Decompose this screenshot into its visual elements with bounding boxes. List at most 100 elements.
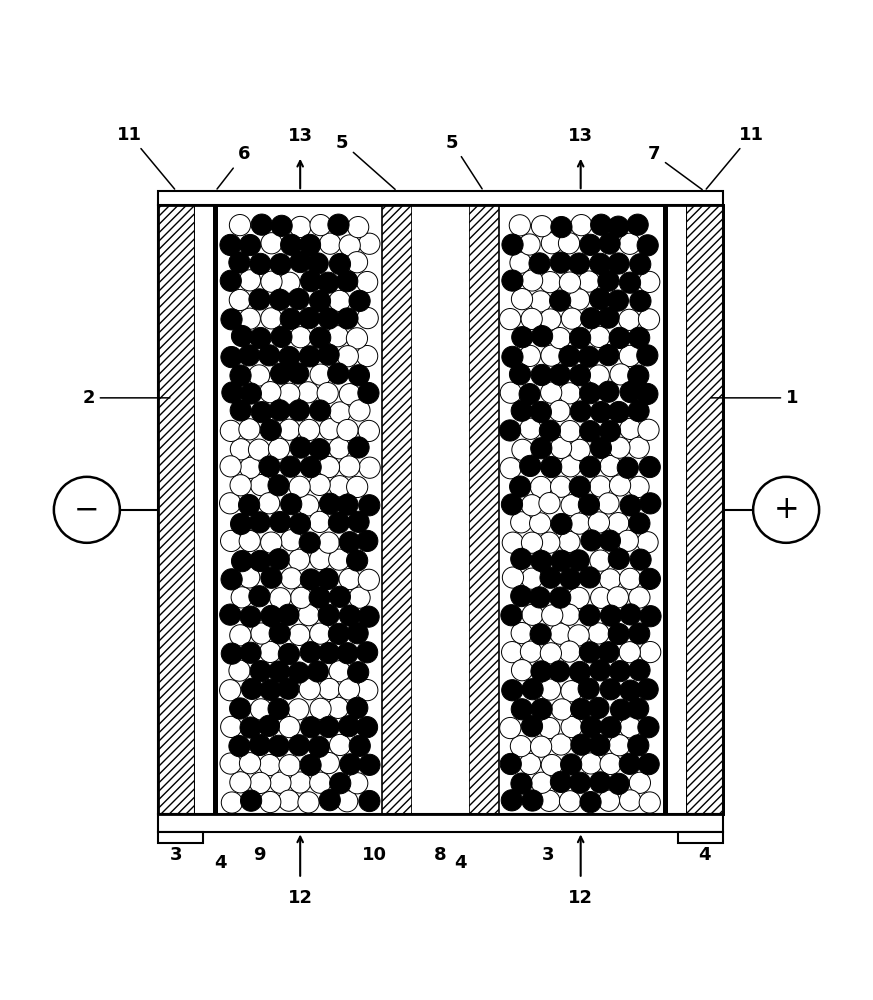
- Circle shape: [328, 623, 349, 644]
- Circle shape: [269, 661, 290, 682]
- Circle shape: [578, 346, 600, 367]
- Circle shape: [620, 495, 641, 516]
- Circle shape: [512, 660, 533, 681]
- Circle shape: [588, 697, 609, 719]
- Circle shape: [328, 549, 350, 570]
- Circle shape: [269, 400, 291, 421]
- Circle shape: [589, 288, 610, 309]
- Circle shape: [337, 346, 359, 367]
- Circle shape: [259, 754, 280, 776]
- Circle shape: [569, 661, 590, 683]
- Circle shape: [601, 605, 622, 626]
- Text: 6: 6: [217, 145, 251, 189]
- Text: 4: 4: [698, 846, 711, 864]
- Circle shape: [608, 290, 629, 311]
- Circle shape: [300, 569, 321, 590]
- Circle shape: [561, 308, 582, 329]
- Circle shape: [329, 290, 350, 312]
- Circle shape: [580, 456, 601, 477]
- Circle shape: [290, 216, 311, 238]
- Circle shape: [278, 643, 299, 665]
- Circle shape: [261, 308, 282, 329]
- Circle shape: [502, 680, 523, 701]
- Circle shape: [501, 605, 522, 626]
- Circle shape: [552, 699, 573, 720]
- Circle shape: [540, 679, 560, 700]
- Circle shape: [347, 773, 368, 794]
- Circle shape: [348, 437, 369, 458]
- Circle shape: [581, 716, 602, 737]
- Circle shape: [288, 699, 309, 720]
- Circle shape: [309, 290, 331, 312]
- Circle shape: [238, 567, 260, 588]
- Circle shape: [349, 400, 370, 421]
- Circle shape: [629, 772, 650, 793]
- Circle shape: [300, 717, 321, 738]
- Text: 1: 1: [711, 389, 799, 407]
- Circle shape: [310, 698, 331, 719]
- Circle shape: [310, 548, 331, 570]
- Circle shape: [358, 606, 379, 627]
- Circle shape: [318, 272, 339, 293]
- Circle shape: [318, 308, 340, 329]
- Circle shape: [549, 364, 570, 385]
- Text: 5: 5: [336, 134, 395, 189]
- Circle shape: [578, 271, 600, 292]
- Circle shape: [568, 253, 589, 274]
- Circle shape: [229, 252, 250, 273]
- Circle shape: [619, 345, 641, 367]
- Circle shape: [579, 567, 601, 588]
- Circle shape: [290, 772, 311, 793]
- Circle shape: [519, 455, 541, 477]
- Circle shape: [580, 791, 601, 813]
- Circle shape: [578, 494, 600, 515]
- Circle shape: [339, 456, 360, 477]
- Circle shape: [522, 790, 543, 811]
- Text: 13: 13: [568, 127, 593, 145]
- Circle shape: [269, 623, 291, 644]
- Circle shape: [347, 662, 368, 683]
- Text: 2: 2: [82, 389, 170, 407]
- Bar: [157, 191, 723, 205]
- Circle shape: [318, 716, 340, 738]
- Circle shape: [590, 437, 611, 458]
- Circle shape: [629, 660, 650, 681]
- Circle shape: [220, 234, 241, 256]
- Circle shape: [271, 215, 292, 236]
- Circle shape: [600, 455, 622, 477]
- Circle shape: [347, 217, 368, 238]
- Circle shape: [608, 401, 629, 423]
- Circle shape: [319, 642, 340, 664]
- Circle shape: [521, 270, 543, 291]
- Circle shape: [230, 625, 251, 646]
- Circle shape: [222, 382, 243, 403]
- Circle shape: [519, 418, 541, 439]
- Bar: [382, 205, 412, 814]
- Bar: [157, 814, 723, 832]
- Circle shape: [309, 587, 330, 608]
- Circle shape: [278, 790, 299, 811]
- Text: 10: 10: [362, 846, 387, 864]
- Circle shape: [229, 736, 250, 757]
- Circle shape: [588, 326, 610, 347]
- Circle shape: [550, 252, 571, 273]
- Circle shape: [511, 585, 532, 607]
- Circle shape: [221, 530, 242, 552]
- Circle shape: [230, 513, 251, 535]
- Circle shape: [240, 606, 261, 627]
- Text: 9: 9: [253, 846, 265, 864]
- Circle shape: [268, 735, 289, 756]
- Circle shape: [231, 325, 252, 347]
- Circle shape: [230, 698, 251, 719]
- Circle shape: [270, 588, 291, 609]
- Circle shape: [261, 605, 282, 627]
- Circle shape: [329, 586, 350, 607]
- Circle shape: [600, 569, 621, 590]
- Circle shape: [540, 420, 560, 441]
- Circle shape: [348, 365, 369, 386]
- Bar: [668, 205, 685, 814]
- Bar: [412, 205, 469, 814]
- Circle shape: [640, 493, 661, 514]
- Circle shape: [541, 233, 562, 254]
- Circle shape: [539, 493, 560, 514]
